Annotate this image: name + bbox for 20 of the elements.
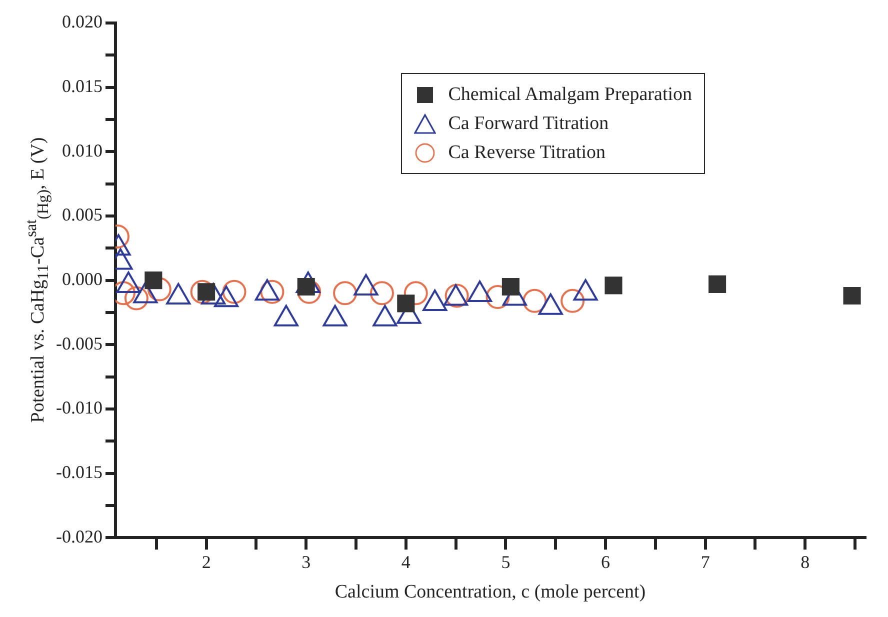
y-tick-label: -0.010 bbox=[56, 398, 102, 418]
y-tick-label: 0.000 bbox=[62, 269, 102, 290]
y-tick-label: -0.015 bbox=[56, 462, 102, 482]
x-tick-label: 8 bbox=[800, 552, 810, 572]
x-tick-label: 6 bbox=[601, 552, 610, 572]
y-tick-label: -0.005 bbox=[56, 333, 102, 354]
x-tick-label: 2 bbox=[202, 552, 211, 572]
x-tick-label: 5 bbox=[501, 552, 510, 572]
y-tick-label: -0.020 bbox=[56, 526, 102, 546]
legend-label: Chemical Amalgam Preparation bbox=[448, 84, 692, 106]
y-tick-label: 0.010 bbox=[62, 140, 102, 160]
y-tick-label: 0.020 bbox=[62, 12, 102, 32]
x-tick-label: 4 bbox=[401, 552, 410, 572]
legend-label: Ca Reverse Titration bbox=[448, 142, 606, 164]
y-tick-label: 0.005 bbox=[62, 204, 102, 225]
y-tick-label: 0.015 bbox=[62, 76, 102, 96]
x-tick-label: 7 bbox=[700, 552, 710, 572]
legend-label: Ca Forward Titration bbox=[448, 112, 609, 134]
x-tick-label: 3 bbox=[302, 552, 311, 572]
x-axis-title: Calcium Concentration, c (mole percent) bbox=[334, 582, 646, 603]
